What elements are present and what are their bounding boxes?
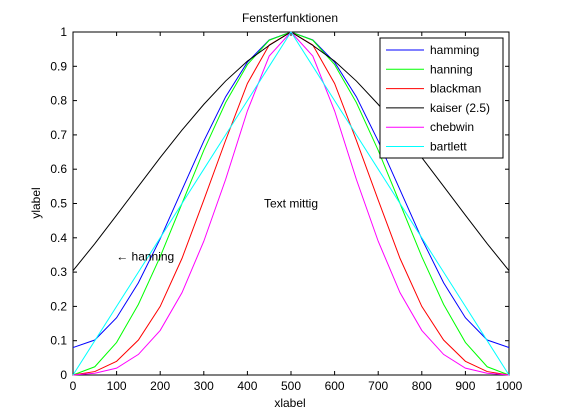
y-axis-label: ylabel [29,187,43,218]
y-tick-label: 1 [60,25,67,39]
legend-label: hanning [430,62,473,76]
x-axis-label: xlabel [274,396,305,410]
legend: hamming hanning blackman kaiser (2.5) chebwi… [379,37,504,159]
x-tick-label: 0 [70,379,77,393]
y-tick-label: 0.7 [50,128,67,142]
y-tick-label: 0.4 [50,231,67,245]
chart-title: Fensterfunktionen [242,11,338,25]
y-tick-label: 0 [60,368,67,382]
x-tick-label: 800 [412,379,432,393]
legend-label: bartlett [430,140,467,154]
x-tick-label: 900 [455,379,475,393]
x-tick-label: 1000 [496,379,523,393]
x-tick-label: 600 [325,379,345,393]
legend-label: kaiser (2.5) [430,101,490,115]
y-tick-label: 0.9 [50,59,67,73]
y-tick-label: 0.6 [50,162,67,176]
x-tick-label: 700 [368,379,388,393]
y-tick-label: 0.8 [50,94,67,108]
x-tick-label: 100 [107,379,127,393]
y-tick-label: 0.2 [50,299,67,313]
annotation-text: Text mittig [264,197,318,211]
annotation-text: ← hanning [116,250,174,264]
legend-box [379,37,504,159]
y-tick-label: 0.3 [50,265,67,279]
annotations: Text mittig ← hanning [116,197,318,264]
x-tick-label: 400 [237,379,257,393]
x-tick-label: 500 [281,379,301,393]
series-line-bartlett [72,31,510,376]
x-tick-label: 300 [194,379,214,393]
legend-label: chebwin [430,120,474,134]
y-tick-label: 0.1 [50,334,67,348]
y-axis: 0 0.1 0.2 0.3 0.4 0.5 0.6 0.7 0.8 0.9 1 [50,25,509,382]
legend-label: blackman [430,82,481,96]
legend-label: hamming [430,43,479,57]
series-lines [72,31,510,376]
x-tick-label: 200 [150,379,170,393]
y-tick-label: 0.5 [50,197,67,211]
x-axis: 0 100 200 300 400 500 600 700 800 900 1000 [70,32,523,393]
